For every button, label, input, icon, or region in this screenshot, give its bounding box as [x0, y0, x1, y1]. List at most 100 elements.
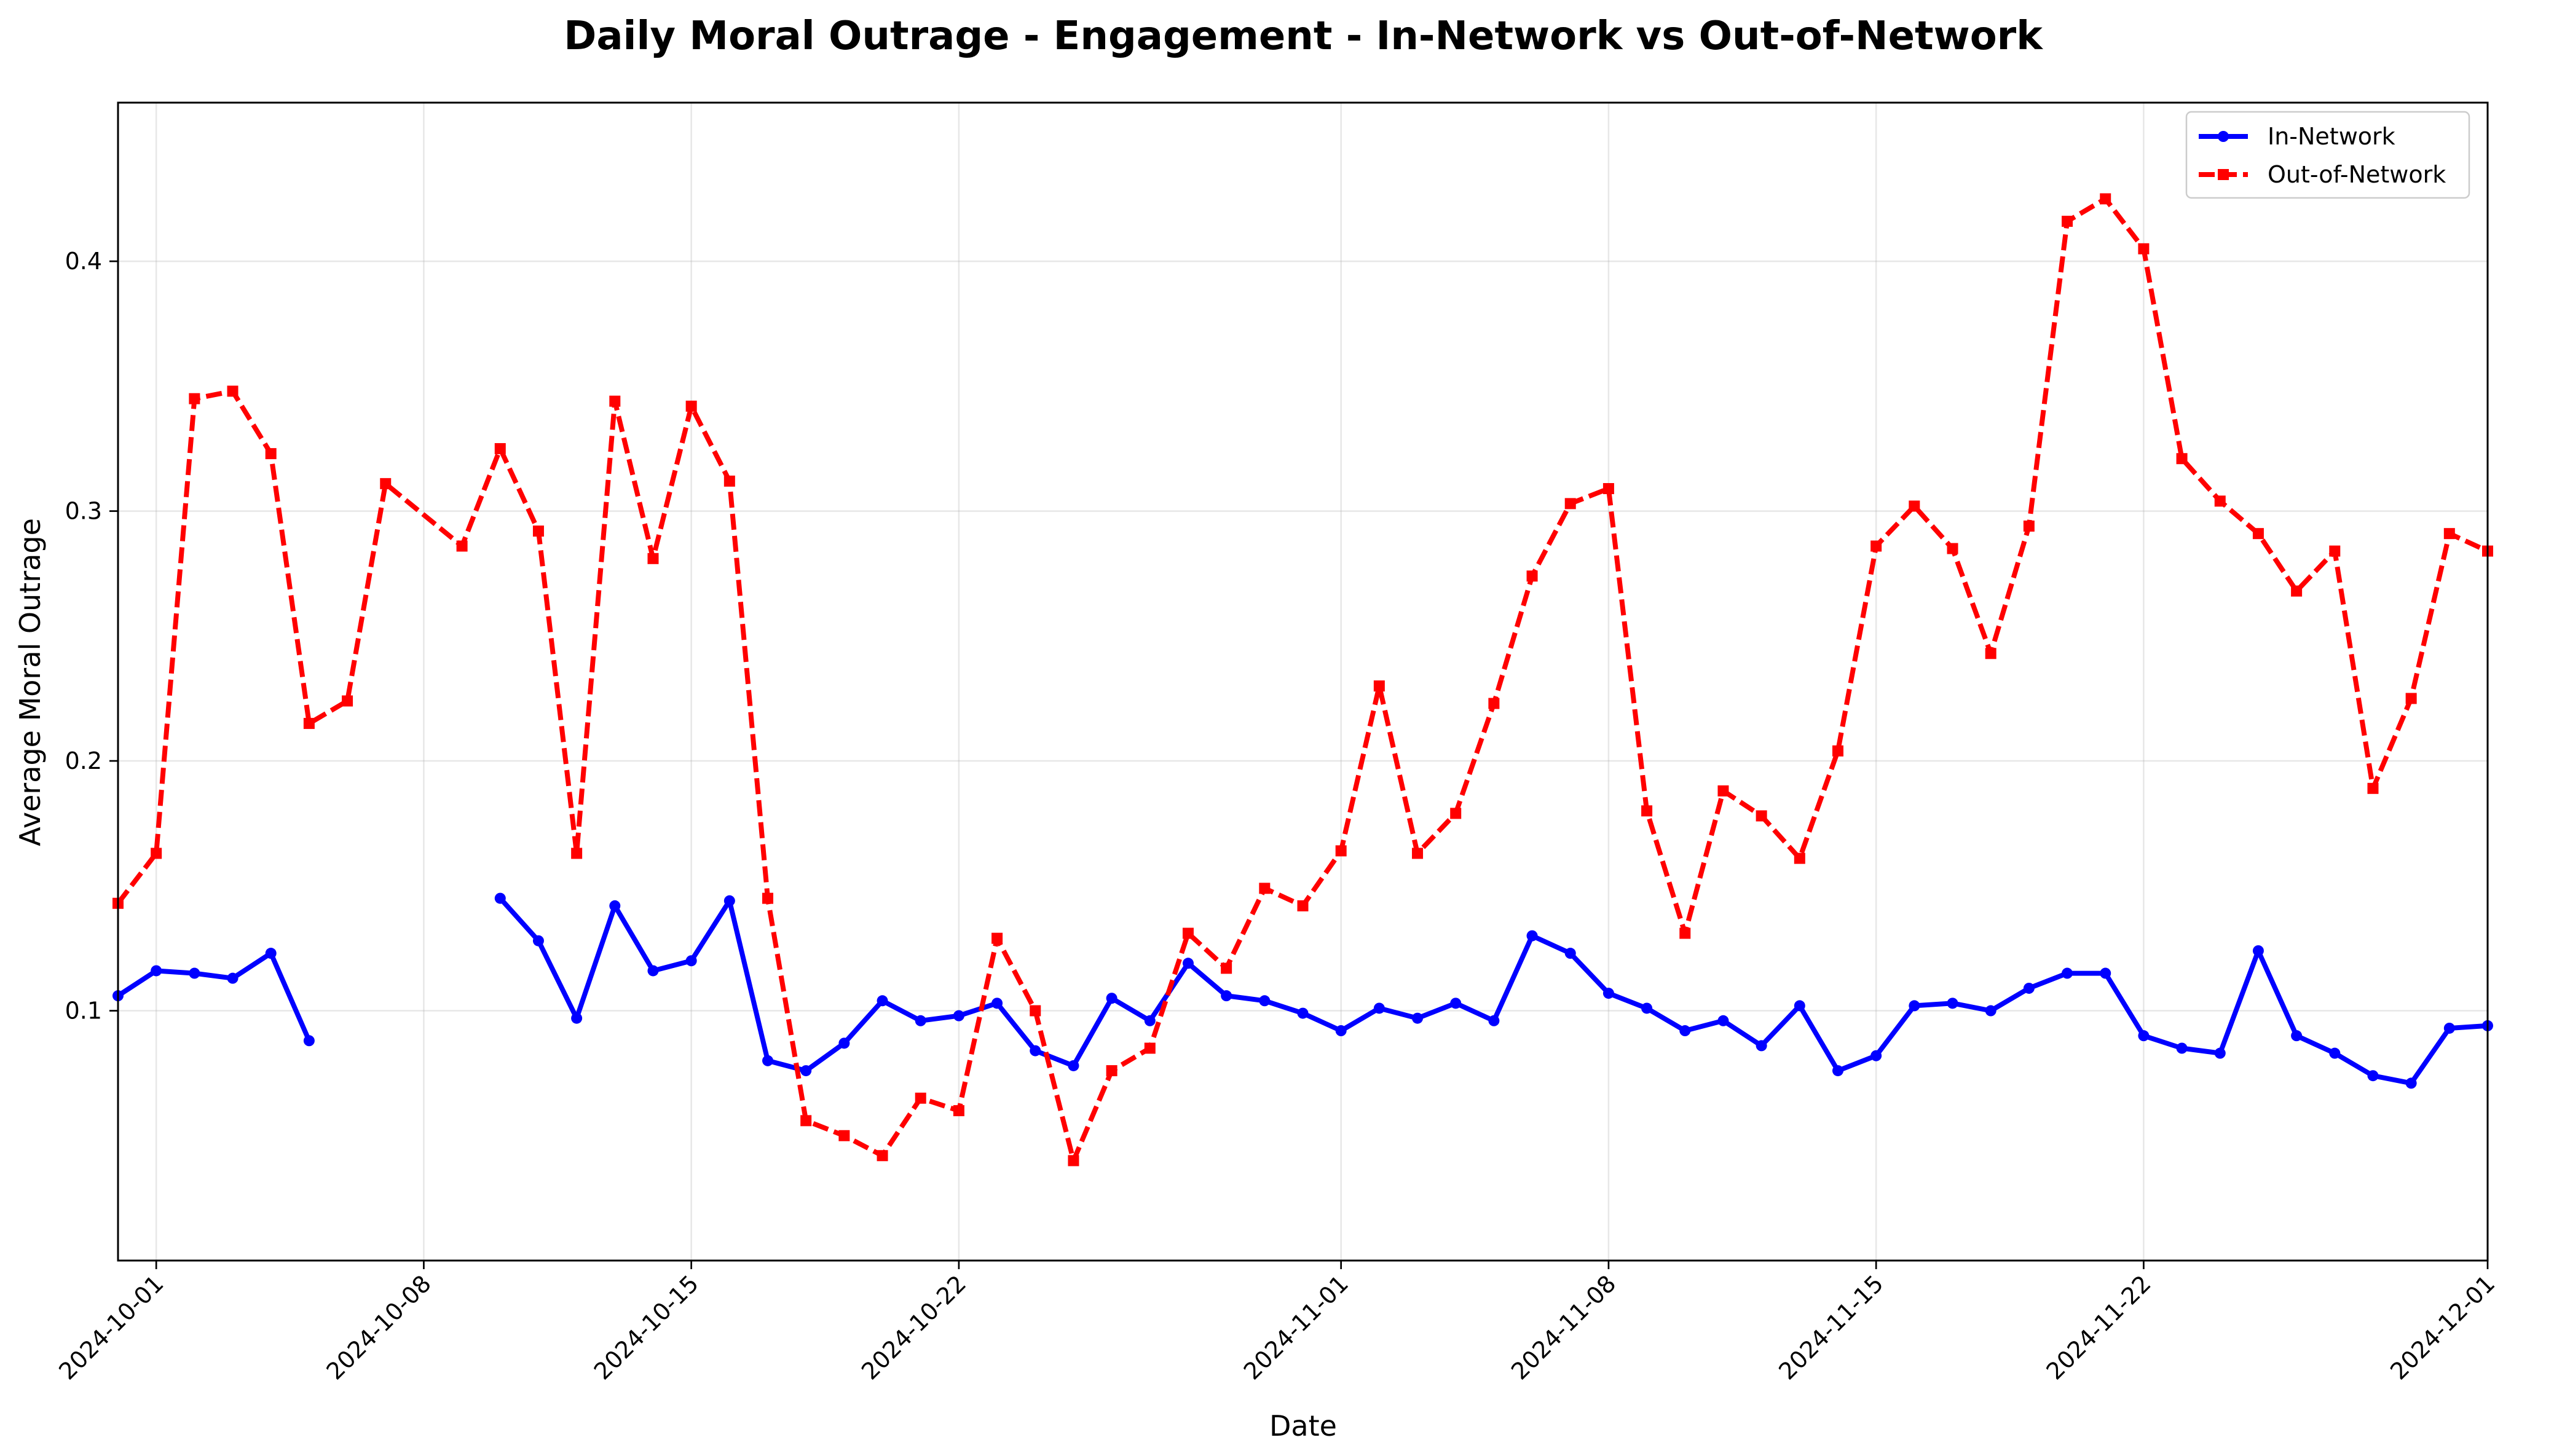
legend-marker-in-network — [2218, 131, 2229, 142]
data-point-in-network — [1488, 1015, 1500, 1026]
data-point-out-of-network — [1221, 962, 1232, 974]
legend: In-Network Out-of-Network — [2185, 111, 2470, 199]
data-point-out-of-network — [2252, 528, 2264, 540]
data-point-in-network — [1832, 1065, 1843, 1077]
data-point-in-network — [2023, 982, 2035, 994]
data-point-in-network — [532, 935, 544, 946]
data-point-out-of-network — [1832, 745, 1843, 757]
data-point-out-of-network — [1641, 805, 1653, 817]
y-tick-label: 0.3 — [65, 498, 102, 525]
data-point-out-of-network — [1564, 498, 1576, 510]
data-point-in-network — [1182, 958, 1194, 969]
data-point-in-network — [1526, 930, 1538, 942]
data-point-in-network — [265, 948, 277, 959]
data-point-in-network — [915, 1015, 926, 1026]
data-point-out-of-network — [456, 540, 468, 552]
data-point-out-of-network — [342, 695, 353, 707]
data-point-out-of-network — [2367, 782, 2379, 794]
plot-frame — [117, 101, 2489, 1262]
data-point-out-of-network — [2291, 585, 2303, 597]
data-point-out-of-network — [1947, 543, 1958, 554]
data-point-out-of-network — [2329, 545, 2341, 557]
y-tick-label: 0.1 — [65, 998, 102, 1025]
data-point-out-of-network — [494, 443, 506, 454]
data-point-out-of-network — [227, 385, 238, 397]
data-point-out-of-network — [1373, 680, 1385, 692]
data-point-out-of-network — [2062, 216, 2073, 227]
data-point-out-of-network — [303, 718, 315, 730]
data-point-in-network — [1717, 1015, 1729, 1026]
data-point-in-network — [2062, 967, 2073, 979]
data-point-out-of-network — [1870, 540, 1882, 552]
data-point-in-network — [303, 1035, 315, 1047]
data-point-out-of-network — [877, 1150, 888, 1162]
data-point-out-of-network — [1717, 785, 1729, 797]
data-point-out-of-network — [1144, 1042, 1156, 1054]
data-point-in-network — [2291, 1030, 2303, 1042]
data-point-in-network — [838, 1037, 850, 1049]
data-point-in-network — [1450, 998, 1462, 1009]
data-point-in-network — [1870, 1050, 1882, 1061]
data-point-in-network — [151, 965, 162, 977]
data-point-in-network — [685, 955, 697, 967]
legend-label-out-of-network: Out-of-Network — [2268, 161, 2446, 188]
chart-title: Daily Moral Outrage - Engagement - In-Ne… — [564, 14, 2043, 59]
data-point-in-network — [1985, 1005, 1996, 1017]
data-point-out-of-network — [1794, 852, 1805, 864]
data-point-in-network — [1335, 1025, 1347, 1037]
data-point-in-network — [1679, 1025, 1691, 1037]
data-point-in-network — [2405, 1077, 2417, 1089]
data-point-out-of-network — [1297, 900, 1309, 911]
data-point-in-network — [1794, 1000, 1805, 1012]
data-point-in-network — [1221, 990, 1232, 1002]
data-point-in-network — [2100, 967, 2111, 979]
data-point-in-network — [1144, 1015, 1156, 1026]
data-point-in-network — [494, 892, 506, 904]
data-point-out-of-network — [2405, 693, 2417, 704]
data-point-out-of-network — [265, 448, 277, 460]
data-point-in-network — [571, 1012, 583, 1024]
data-point-in-network — [953, 1010, 964, 1021]
data-point-out-of-network — [1335, 845, 1347, 857]
data-point-out-of-network — [2023, 520, 2035, 532]
data-point-in-network — [647, 965, 659, 977]
data-point-out-of-network — [1526, 570, 1538, 582]
data-point-in-network — [189, 967, 200, 979]
data-point-out-of-network — [915, 1092, 926, 1104]
series-line-out-of-network — [116, 196, 2489, 1163]
data-point-out-of-network — [1450, 808, 1462, 819]
data-point-in-network — [1641, 1002, 1653, 1014]
data-point-out-of-network — [2443, 528, 2455, 540]
data-point-out-of-network — [151, 848, 162, 859]
data-point-in-network — [2138, 1030, 2150, 1042]
data-point-out-of-network — [1985, 648, 1996, 659]
data-point-out-of-network — [1106, 1065, 1117, 1077]
data-point-in-network — [1756, 1040, 1767, 1052]
data-point-out-of-network — [647, 553, 659, 564]
data-point-out-of-network — [1909, 500, 1920, 512]
data-point-in-network — [2214, 1047, 2226, 1059]
legend-box — [2185, 111, 2470, 199]
data-point-out-of-network — [1679, 927, 1691, 939]
data-point-out-of-network — [2138, 243, 2150, 254]
y-axis-label: Average Moral Outrage — [14, 518, 47, 846]
data-point-in-network — [877, 995, 888, 1007]
data-point-out-of-network — [1756, 810, 1767, 822]
data-point-in-network — [1412, 1012, 1424, 1024]
series-layer — [112, 193, 2493, 1167]
data-point-out-of-network — [838, 1130, 850, 1141]
data-point-in-network — [800, 1065, 812, 1077]
data-point-in-network — [1030, 1045, 1041, 1057]
data-point-in-network — [1259, 995, 1271, 1007]
data-point-in-network — [1909, 1000, 1920, 1012]
y-tick-label: 0.2 — [65, 747, 102, 774]
data-point-in-network — [609, 900, 621, 911]
data-point-out-of-network — [800, 1115, 812, 1127]
data-point-out-of-network — [1030, 1005, 1041, 1017]
series-line-in-network — [116, 951, 312, 1042]
data-point-out-of-network — [2100, 193, 2111, 205]
data-point-out-of-network — [1412, 848, 1424, 859]
data-point-in-network — [762, 1055, 774, 1066]
